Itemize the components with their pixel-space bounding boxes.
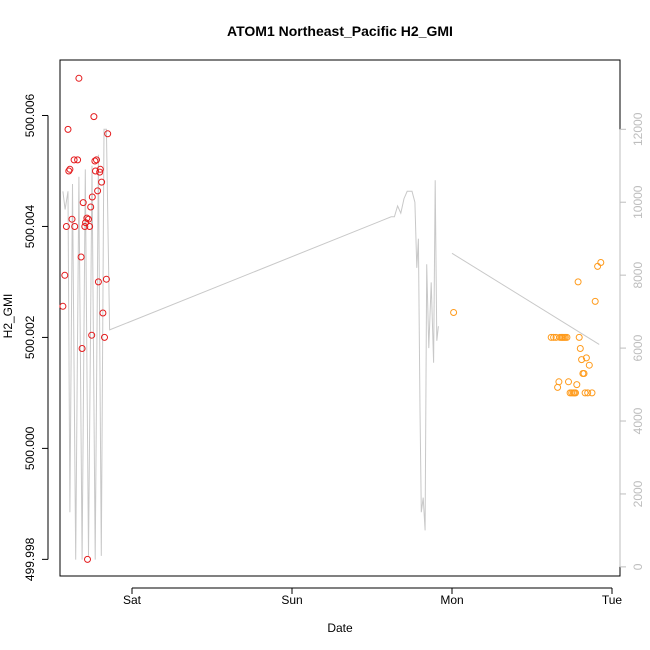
data-point-1-30 [591, 297, 599, 305]
data-point-0-14 [81, 223, 89, 230]
y-tick-label-3: 500.004 [23, 204, 37, 248]
data-point-0-10 [75, 74, 83, 82]
series-line-3 [451, 252, 600, 345]
x-axis-label: Date [327, 621, 353, 635]
chart-marks: 499.998 500.000 500.002 500.004 500.006 0 2000… [23, 74, 645, 607]
data-point-1-29 [588, 389, 596, 397]
y-axis-label: H2_GMI [1, 294, 15, 339]
data-point-0-12 [78, 345, 86, 352]
data-point-1-1 [547, 333, 555, 341]
data-point-0-26 [93, 156, 100, 164]
data-point-0-33 [101, 333, 108, 341]
chart-title: ATOM1 Northeast_Pacific H2_GMI [227, 23, 453, 39]
data-point-0-16 [83, 214, 91, 222]
y-tick-label-1: 500.000 [23, 426, 37, 470]
data-point-0-21 [88, 331, 96, 339]
data-point-0-8 [71, 223, 79, 230]
data-point-0-7 [70, 156, 78, 164]
x-tick-label-1: Sun [281, 593, 302, 607]
y2-tick-label-3: 6000 [631, 334, 645, 361]
data-point-0-28 [94, 278, 102, 286]
data-point-0-35 [104, 130, 112, 138]
data-point-1-20 [575, 333, 583, 341]
data-point-0-29 [96, 168, 104, 176]
x-tick-label-3: Tue [602, 593, 623, 607]
data-point-0-11 [77, 253, 85, 261]
data-point-1-12 [565, 378, 572, 386]
data-point-1-24 [580, 370, 588, 377]
data-point-1-21 [576, 345, 584, 352]
series-line-2 [62, 128, 439, 560]
y2-tick-label-2: 4000 [631, 407, 645, 434]
y2-tick-label-6: 12000 [631, 112, 645, 146]
data-point-0-5 [66, 165, 74, 173]
data-point-0-17 [84, 555, 91, 563]
y2-tick-label-5: 10000 [631, 185, 645, 219]
data-point-1-11 [563, 333, 571, 341]
y-tick-label-2: 500.002 [23, 315, 37, 359]
y-tick-label-0: 499.998 [23, 537, 37, 581]
x-tick-label-2: Mon [440, 593, 463, 607]
y-tick-label-4: 500.006 [23, 93, 37, 137]
data-point-0-20 [87, 203, 95, 211]
data-point-0-31 [98, 178, 106, 186]
x-tick-label-0: Sat [123, 593, 142, 607]
data-point-0-0 [59, 302, 67, 310]
data-point-1-28 [585, 361, 593, 369]
data-point-0-4 [65, 167, 73, 175]
data-point-1-25 [581, 389, 589, 397]
data-point-0-22 [88, 193, 96, 201]
data-point-1-32 [597, 259, 605, 266]
data-point-0-25 [92, 167, 99, 175]
data-point-0-23 [90, 113, 98, 121]
data-point-1-5 [555, 378, 563, 386]
y2-tick-label-0: 0 [631, 563, 645, 570]
data-point-0-6 [68, 215, 76, 223]
data-point-1-22 [578, 356, 586, 364]
data-point-1-26 [582, 354, 590, 362]
data-point-0-27 [94, 187, 102, 195]
data-point-1-17 [572, 389, 579, 397]
data-point-0-3 [64, 125, 72, 133]
data-point-0-9 [74, 156, 82, 164]
y2-tick-label-4: 8000 [631, 262, 645, 289]
data-point-0-13 [79, 199, 87, 207]
data-point-1-19 [574, 278, 582, 286]
y2-tick-label-1: 2000 [631, 480, 645, 507]
data-point-1-27 [584, 389, 592, 397]
data-point-0-24 [91, 157, 99, 165]
data-point-0-34 [102, 275, 110, 283]
data-point-0-2 [62, 223, 70, 230]
data-point-1-18 [573, 381, 581, 389]
data-point-0-32 [99, 309, 107, 317]
data-point-0-19 [86, 223, 94, 230]
data-point-0-18 [85, 215, 92, 223]
data-point-0-30 [96, 165, 104, 173]
data-point-0-1 [61, 271, 69, 279]
data-point-1-0 [450, 309, 458, 316]
